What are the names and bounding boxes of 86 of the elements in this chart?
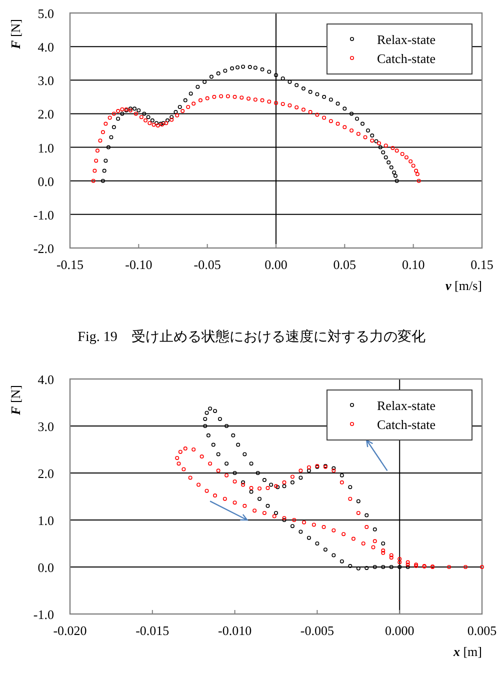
x-tick-label: -0.005: [300, 623, 334, 638]
x-axis-title: v [m/s]: [446, 278, 482, 293]
point: [332, 553, 336, 558]
x-axis-title: x [m]: [452, 644, 482, 659]
point: [298, 476, 303, 480]
point: [208, 406, 212, 411]
point: [266, 504, 270, 508]
point: [406, 565, 410, 569]
point: [381, 542, 386, 546]
y-tick-label: -1.0: [33, 207, 54, 222]
point: [262, 478, 266, 482]
point: [389, 565, 394, 569]
y-tick-label: 3.0: [38, 73, 54, 88]
y-tick-label: 2.0: [38, 106, 54, 122]
y-tick-label: 0.0: [38, 174, 54, 189]
y-axis-title: F [N]: [8, 385, 23, 416]
point: [356, 566, 360, 570]
x-tick-label: -0.15: [56, 257, 84, 272]
point: [398, 565, 402, 569]
x-tick-label: -0.015: [136, 623, 170, 638]
y-tick-label: -1.0: [33, 607, 54, 622]
y-tick-label: 5.0: [38, 6, 54, 21]
x-tick-label: -0.05: [194, 257, 221, 272]
x-tick-label: 0.15: [470, 257, 494, 272]
y-tick-label: 1.0: [38, 140, 54, 156]
point: [242, 452, 247, 456]
point: [364, 566, 369, 570]
x-tick-label: -0.10: [125, 257, 152, 272]
x-tick-label: 0.000: [384, 623, 414, 638]
point: [203, 424, 208, 428]
point: [249, 462, 254, 466]
legend-label: Catch-state: [377, 51, 436, 66]
point: [241, 480, 246, 484]
point: [332, 466, 336, 470]
point: [381, 565, 386, 569]
point: [282, 484, 286, 488]
point: [213, 408, 218, 413]
point: [306, 536, 311, 540]
y-tick-label: -2.0: [33, 241, 54, 256]
point: [348, 485, 352, 490]
y-tick-label: 0.0: [38, 560, 54, 575]
point: [306, 468, 311, 473]
point: [258, 496, 262, 501]
point: [236, 442, 240, 447]
x-tick-label: -0.020: [53, 623, 87, 638]
x-tick-label: -0.010: [218, 623, 252, 638]
point: [348, 564, 352, 568]
point: [274, 510, 278, 515]
point: [340, 559, 344, 564]
legend-label: Catch-state: [377, 417, 436, 432]
y-axis-title: F [N]: [8, 19, 23, 50]
point: [372, 527, 377, 532]
point: [232, 471, 237, 475]
legend-label: Relax-state: [377, 32, 436, 47]
point: [298, 530, 303, 534]
point: [315, 542, 320, 546]
point: [231, 433, 236, 438]
point: [206, 433, 210, 438]
x-tick-label: 0.10: [402, 257, 425, 272]
y-tick-label: 4.0: [38, 40, 54, 55]
y-tick-label: 1.0: [38, 513, 54, 528]
caption: Fig. 19 受け止める状態における速度に対する力の変化: [78, 329, 426, 345]
point: [372, 565, 377, 569]
x-tick-label: 0.005: [467, 623, 497, 638]
point: [323, 548, 328, 552]
legend-label: Relax-state: [377, 398, 436, 413]
point: [218, 416, 222, 421]
point: [256, 471, 260, 475]
x-tick-label: 0.05: [333, 257, 356, 272]
point: [211, 442, 216, 447]
point: [269, 482, 274, 487]
point: [249, 490, 254, 494]
point: [364, 513, 369, 518]
point: [224, 462, 229, 466]
y-tick-label: 3.0: [38, 419, 54, 434]
point: [290, 480, 294, 484]
point: [216, 452, 220, 456]
point: [340, 473, 344, 478]
point: [290, 524, 294, 528]
point: [356, 499, 360, 504]
x-tick-label: 0.00: [264, 257, 288, 272]
point: [203, 416, 208, 421]
y-tick-label: 4.0: [38, 372, 54, 387]
y-tick-label: 2.0: [38, 466, 54, 481]
point: [204, 410, 209, 415]
point: [224, 424, 229, 428]
